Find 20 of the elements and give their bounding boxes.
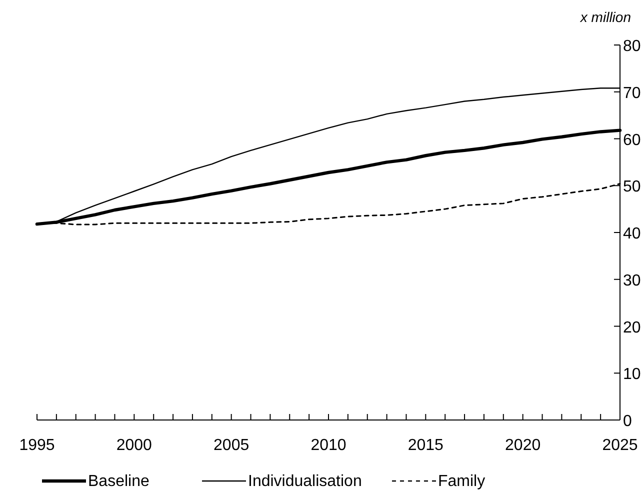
legend-label: Individualisation — [248, 473, 362, 490]
y-tick-label: 10 — [623, 366, 641, 384]
y-tick-label: 60 — [623, 132, 641, 149]
y-tick-label: 70 — [623, 84, 641, 102]
y-tick-label: 40 — [623, 226, 641, 242]
y-tick-label: 20 — [623, 319, 641, 336]
x-tick-label: 2020 — [505, 437, 541, 454]
y-axis-title: x million — [579, 9, 632, 25]
legend-label: Baseline — [88, 473, 150, 490]
x-tick-label: 2000 — [116, 437, 152, 454]
x-tick-label: 2005 — [214, 437, 250, 454]
legend-label: Family — [438, 473, 486, 490]
y-tick-label: 50 — [623, 178, 641, 196]
x-tick-label: 2015 — [408, 437, 444, 454]
y-tick-label: 30 — [623, 272, 641, 290]
x-tick-label: 2025 — [602, 437, 638, 454]
y-tick-label: 0 — [623, 413, 632, 430]
y-tick-label: 80 — [623, 38, 641, 55]
x-tick-label: 1995 — [19, 437, 55, 454]
x-tick-label: 2010 — [310, 437, 346, 454]
